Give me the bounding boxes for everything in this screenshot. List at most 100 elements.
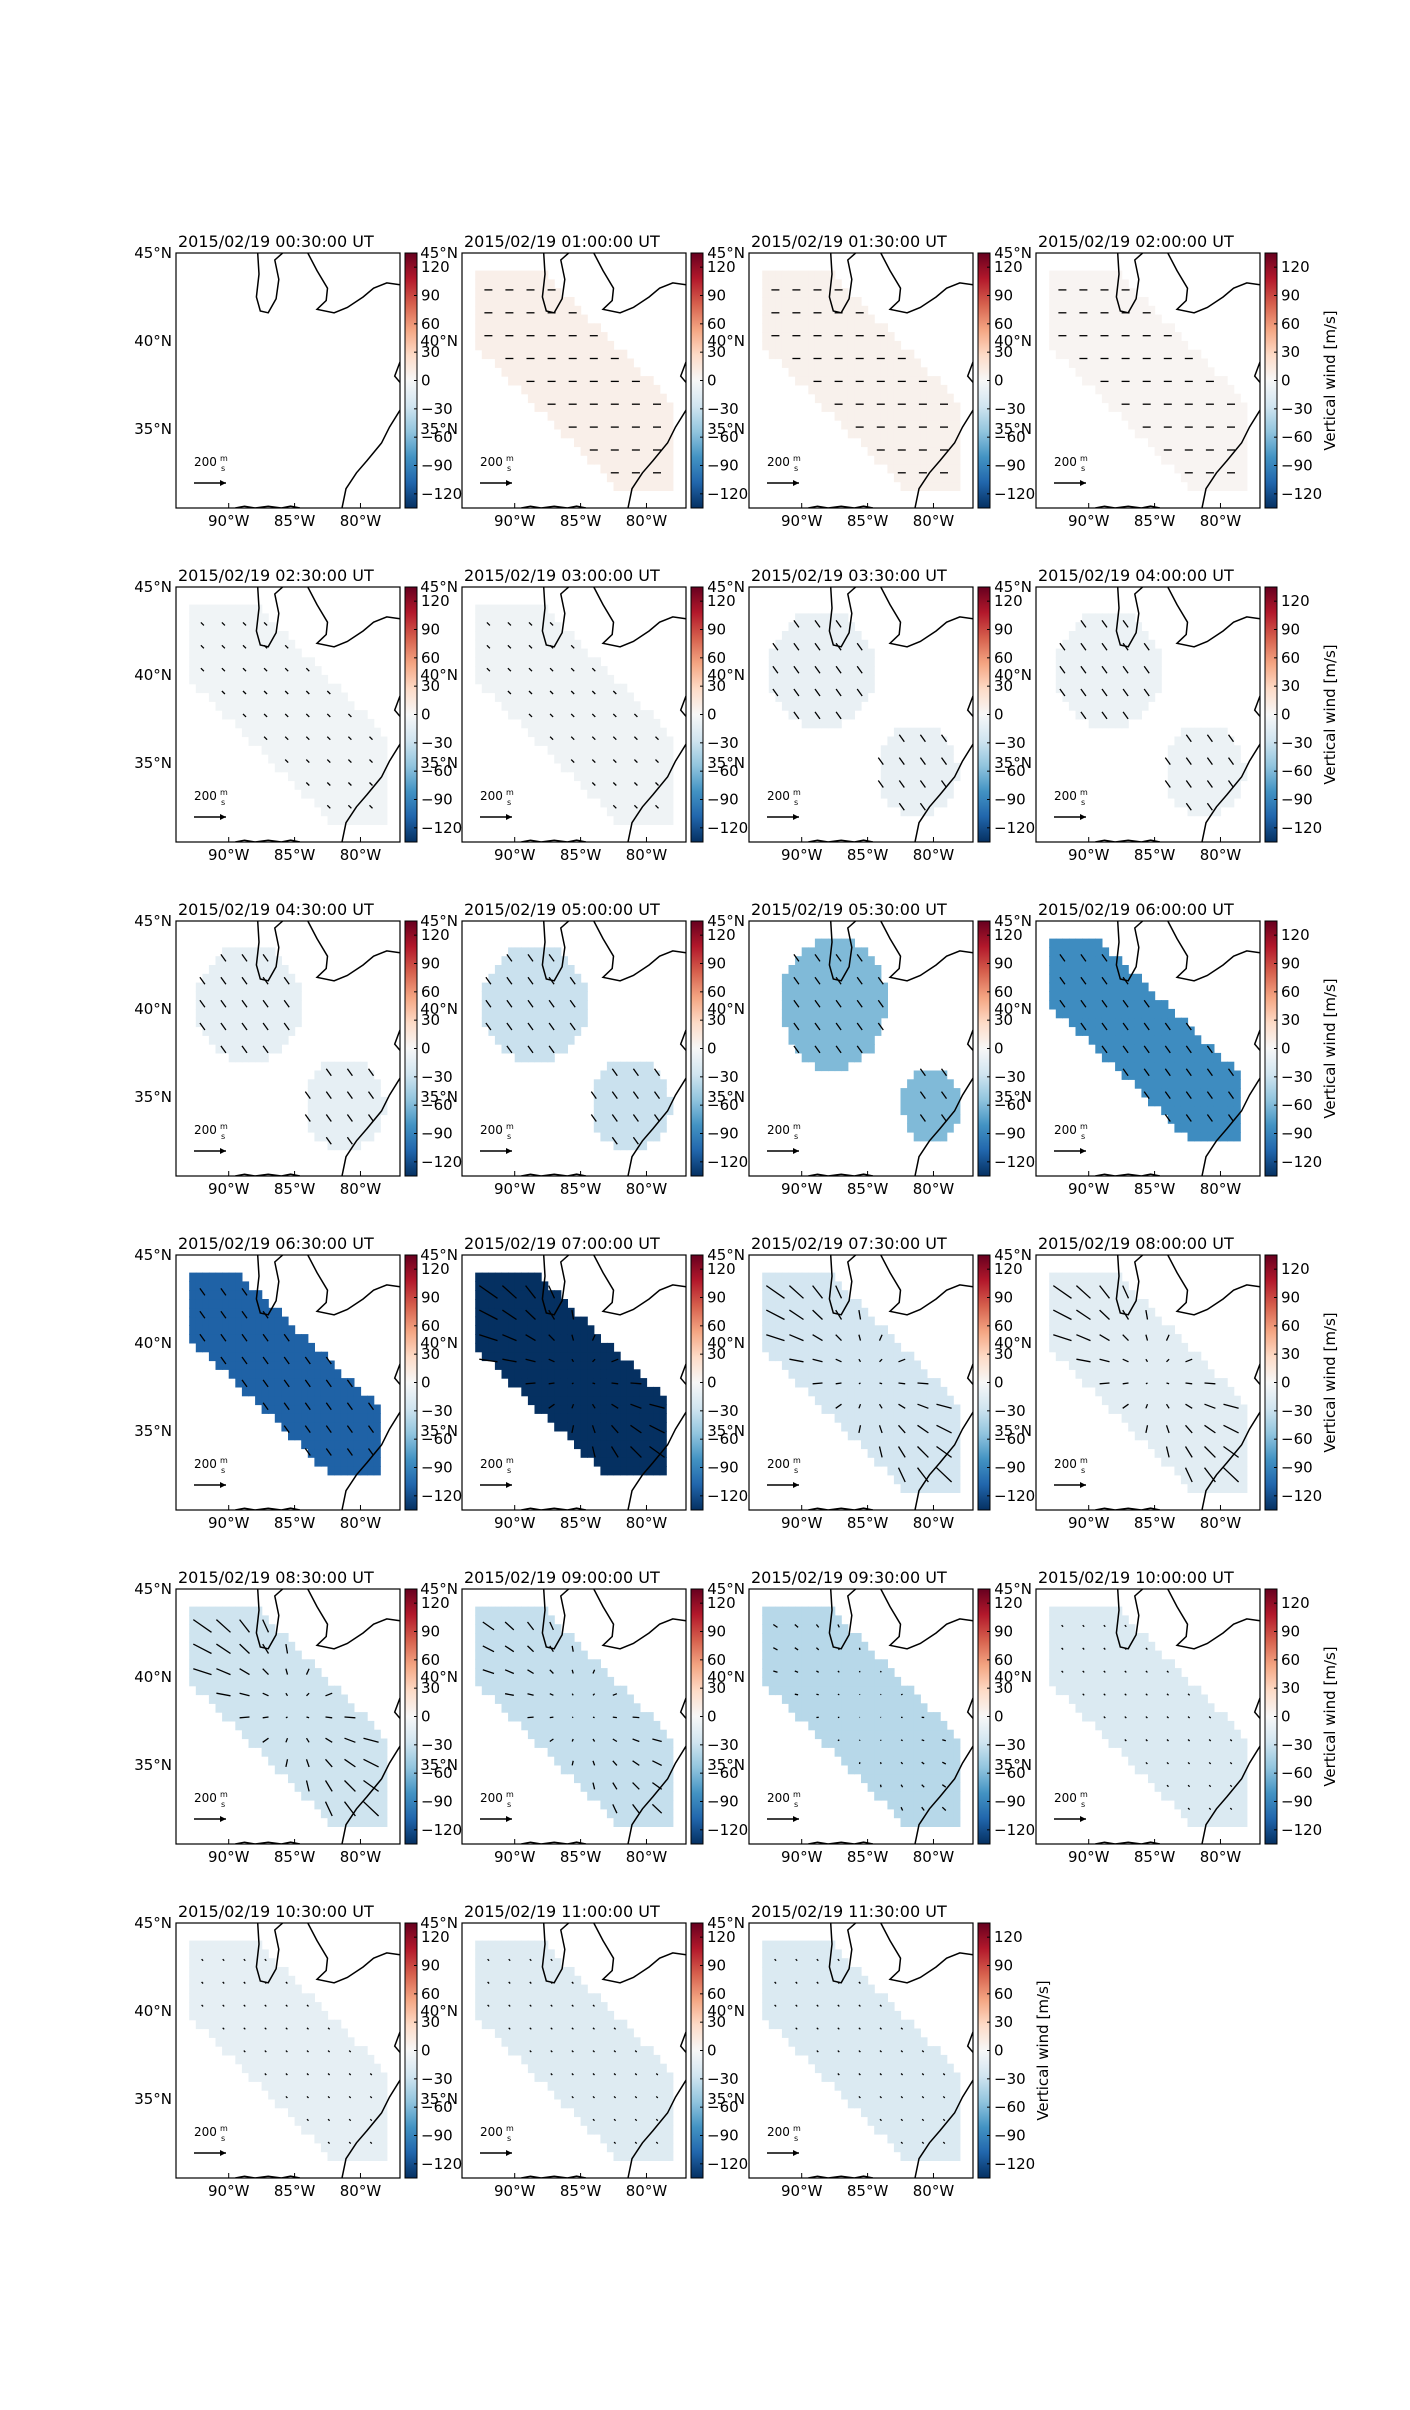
- quiver-key-arrowhead: [506, 480, 512, 486]
- heatmap-cell: [1101, 710, 1110, 720]
- heatmap-cell: [202, 674, 210, 685]
- heatmap-cell: [953, 402, 961, 412]
- heatmap-cell: [554, 402, 562, 412]
- heatmap-cell: [1121, 1008, 1129, 1019]
- heatmap-cell: [554, 393, 562, 404]
- heatmap-cell: [861, 1000, 869, 1010]
- heatmap-cell: [1082, 692, 1090, 702]
- heatmap-cell: [347, 1096, 355, 1107]
- heatmap-cell: [554, 1000, 562, 1010]
- heatmap-cell: [613, 455, 621, 465]
- heatmap-cell: [215, 1272, 223, 1282]
- heatmap-cell: [1240, 472, 1248, 483]
- heatmap-cell: [1128, 288, 1136, 298]
- quiver-key-arrowhead: [220, 1148, 226, 1154]
- wind-arrow: [919, 780, 926, 788]
- heatmap-cell: [268, 1044, 276, 1054]
- heatmap-cell: [1167, 367, 1175, 377]
- heatmap-cell: [795, 692, 803, 702]
- heatmap-cell: [626, 754, 634, 764]
- heatmap-cell: [900, 1088, 908, 1098]
- heatmap-cell: [953, 411, 961, 421]
- heatmap-cell: [907, 771, 915, 782]
- heatmap-cell: [508, 692, 516, 702]
- heatmap-cell: [475, 613, 483, 623]
- heatmap-cell: [1200, 806, 1208, 817]
- heatmap-cell: [900, 745, 908, 755]
- heatmap-cell: [1187, 367, 1195, 377]
- heatmap-cell: [867, 446, 875, 456]
- heatmap-cell: [795, 1008, 803, 1019]
- heatmap-cell: [633, 1140, 641, 1151]
- heatmap-cell: [314, 798, 322, 808]
- heatmap-cell: [508, 314, 516, 324]
- heatmap-cell: [294, 1342, 302, 1353]
- heatmap-cell: [494, 973, 503, 984]
- heatmap-cell: [639, 762, 648, 773]
- heatmap-cell: [554, 340, 562, 351]
- heatmap-cell: [1088, 1008, 1096, 1019]
- heatmap-cell: [926, 428, 935, 439]
- heatmap-cell: [1121, 1026, 1129, 1036]
- colorbar-tick-label: 90: [421, 287, 440, 305]
- heatmap-cell: [907, 481, 915, 491]
- heatmap-cell: [1075, 340, 1083, 351]
- heatmap-cell: [1187, 771, 1195, 782]
- heatmap-cell: [768, 648, 776, 658]
- heatmap-cell: [1115, 384, 1123, 395]
- heatmap-cell: [907, 754, 915, 764]
- heatmap-cell: [653, 736, 661, 746]
- heatmap-cell: [1167, 358, 1175, 368]
- heatmap-cell: [554, 736, 562, 746]
- heatmap-cell: [261, 683, 269, 694]
- heatmap-cell: [1148, 420, 1156, 430]
- heatmap-cell: [587, 701, 595, 711]
- heatmap-cell: [933, 1096, 941, 1107]
- heatmap-cell: [547, 1017, 555, 1028]
- heatmap-cell: [1075, 622, 1083, 632]
- heatmap-cell: [1207, 481, 1215, 491]
- heatmap-cell: [1128, 710, 1136, 720]
- heatmap-cell: [1180, 349, 1189, 360]
- heatmap-cell: [514, 683, 522, 694]
- wind-arrow: [1164, 1068, 1171, 1077]
- heatmap-cell: [281, 965, 289, 975]
- heatmap-cell: [946, 1123, 954, 1133]
- heatmap-cell: [508, 701, 516, 711]
- heatmap-cell: [666, 411, 674, 421]
- lon-tick-label: 80°W: [626, 846, 668, 864]
- heatmap-cell: [626, 1096, 634, 1107]
- heatmap-cell: [347, 727, 355, 738]
- heatmap-cell: [874, 965, 882, 975]
- heatmap-cell: [814, 956, 823, 966]
- heatmap-cell: [1121, 1000, 1129, 1010]
- heatmap-cell: [946, 1114, 954, 1124]
- heatmap-cell: [195, 1299, 203, 1309]
- heatmap-cell: [666, 455, 674, 465]
- quiver-key-value: 200: [767, 455, 790, 469]
- heatmap-cell: [320, 1404, 329, 1414]
- heatmap-cell: [527, 674, 536, 685]
- heatmap-cell: [307, 1430, 315, 1441]
- heatmap-cell: [781, 358, 790, 368]
- heatmap-cell: [488, 305, 496, 316]
- heatmap-cell: [633, 402, 641, 412]
- heatmap-cell: [795, 349, 803, 360]
- heatmap-cell: [828, 1052, 836, 1063]
- heatmap-cell: [521, 639, 529, 650]
- heatmap-cell: [1233, 762, 1241, 773]
- heatmap-cell: [554, 1035, 562, 1045]
- heatmap-cell: [320, 727, 329, 738]
- heatmap-cell: [261, 674, 269, 685]
- heatmap-cell: [288, 657, 296, 667]
- heatmap-cell: [1161, 1044, 1169, 1054]
- heatmap-cell: [1194, 455, 1202, 465]
- heatmap-cell: [574, 367, 582, 377]
- heatmap-cell: [788, 991, 796, 1001]
- heatmap-cell: [560, 973, 568, 984]
- heatmap-cell: [248, 622, 256, 632]
- heatmap-cell: [1213, 376, 1222, 386]
- heatmap-cell: [801, 1052, 809, 1063]
- heatmap-cell: [195, 991, 203, 1001]
- panel-frame: [1035, 920, 1261, 1177]
